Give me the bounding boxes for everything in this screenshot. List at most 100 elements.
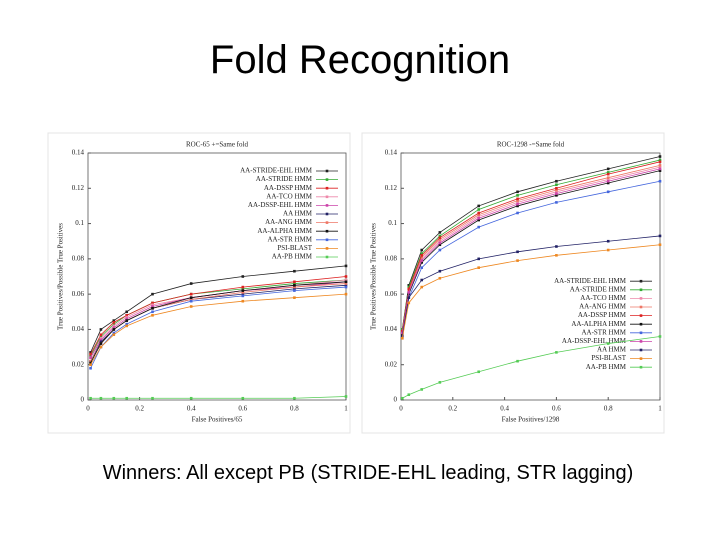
point-marker bbox=[189, 282, 193, 285]
y-tick-label: 0.04 bbox=[385, 325, 398, 333]
point-marker bbox=[99, 396, 103, 400]
point-marker bbox=[477, 211, 480, 215]
point-marker bbox=[241, 396, 245, 400]
point-marker bbox=[112, 326, 116, 329]
point-marker bbox=[89, 354, 92, 358]
point-marker bbox=[99, 345, 103, 349]
legend-label: AA-ALPHA HMM bbox=[571, 320, 626, 328]
point-marker bbox=[89, 356, 92, 359]
point-marker bbox=[420, 252, 424, 255]
legend-label: AA-PB HMM bbox=[272, 253, 313, 261]
point-marker bbox=[555, 186, 558, 190]
legend-marker bbox=[325, 221, 329, 224]
point-marker bbox=[293, 396, 296, 400]
point-marker bbox=[293, 287, 296, 291]
point-marker bbox=[555, 183, 558, 187]
point-marker bbox=[189, 298, 193, 301]
point-marker bbox=[606, 181, 610, 185]
point-marker bbox=[241, 294, 245, 298]
point-marker bbox=[344, 395, 348, 398]
y-tick-label: 0.12 bbox=[72, 184, 85, 192]
point-marker bbox=[400, 396, 404, 400]
point-marker bbox=[606, 172, 610, 176]
legend-label: AA-DSSP HMM bbox=[578, 311, 627, 319]
point-marker bbox=[516, 359, 519, 363]
point-marker bbox=[658, 164, 662, 167]
point-marker bbox=[151, 303, 154, 307]
point-marker bbox=[189, 292, 193, 296]
x-tick-label: 0.4 bbox=[500, 405, 509, 413]
legend-marker bbox=[639, 365, 643, 369]
y-tick-label: 0.02 bbox=[72, 360, 85, 368]
legend-marker bbox=[639, 314, 643, 317]
point-marker bbox=[438, 241, 442, 245]
legend-label: AA-ANG HMM bbox=[579, 303, 627, 311]
point-marker bbox=[477, 208, 480, 211]
legend-marker bbox=[639, 305, 643, 309]
point-marker bbox=[89, 366, 92, 370]
point-marker bbox=[606, 171, 610, 174]
point-marker bbox=[344, 264, 348, 268]
point-marker bbox=[658, 234, 662, 238]
legend-label: PSI-BLAST bbox=[277, 244, 312, 252]
point-marker bbox=[125, 324, 128, 328]
legend-label: AA-STRIDE HMM bbox=[256, 175, 313, 183]
point-marker bbox=[112, 321, 116, 324]
point-marker bbox=[420, 259, 424, 262]
point-marker bbox=[516, 259, 519, 262]
point-marker bbox=[658, 167, 662, 171]
legend-marker bbox=[325, 204, 329, 207]
x-tick-label: 0.6 bbox=[238, 405, 247, 413]
point-marker bbox=[658, 155, 662, 158]
legend-label: AA-STRIDE-EHL HMM bbox=[554, 277, 627, 285]
point-marker bbox=[420, 248, 424, 252]
point-marker bbox=[658, 165, 662, 169]
point-marker bbox=[420, 388, 424, 391]
point-marker bbox=[293, 296, 296, 299]
point-marker bbox=[99, 340, 103, 344]
point-marker bbox=[125, 322, 128, 326]
point-marker bbox=[606, 167, 610, 171]
point-marker bbox=[89, 363, 92, 367]
y-tick-label: 0.1 bbox=[388, 219, 397, 227]
point-marker bbox=[89, 351, 92, 354]
y-axis-label: True Positives/Possible True Positives bbox=[370, 223, 378, 330]
point-marker bbox=[658, 335, 662, 338]
y-tick-label: 0 bbox=[394, 396, 398, 404]
legend-marker bbox=[325, 178, 329, 181]
point-marker bbox=[112, 328, 116, 331]
point-marker bbox=[606, 342, 610, 345]
point-marker bbox=[293, 285, 296, 289]
point-marker bbox=[189, 396, 193, 400]
point-marker bbox=[241, 275, 245, 278]
point-marker bbox=[516, 202, 519, 206]
y-tick-label: 0.14 bbox=[385, 149, 398, 157]
point-marker bbox=[477, 213, 480, 217]
legend-label: AA-STR HMM bbox=[581, 328, 626, 336]
point-marker bbox=[438, 243, 442, 247]
point-marker bbox=[407, 285, 411, 289]
point-marker bbox=[477, 216, 480, 220]
y-tick-label: 0.1 bbox=[75, 219, 84, 227]
point-marker bbox=[344, 284, 348, 287]
x-tick-label: 0.2 bbox=[448, 405, 457, 413]
point-marker bbox=[293, 282, 296, 285]
legend-marker bbox=[325, 247, 329, 250]
point-marker bbox=[438, 234, 442, 238]
legend-marker bbox=[639, 297, 643, 300]
point-marker bbox=[293, 284, 296, 287]
y-tick-label: 0.06 bbox=[72, 290, 85, 298]
point-marker bbox=[125, 315, 128, 319]
x-axis-label: False Positives/65 bbox=[192, 416, 243, 424]
legend-marker bbox=[325, 169, 329, 173]
point-marker bbox=[151, 305, 154, 308]
point-marker bbox=[400, 336, 404, 340]
x-tick-label: 0 bbox=[86, 405, 90, 413]
point-marker bbox=[516, 204, 519, 208]
point-marker bbox=[407, 291, 411, 294]
point-marker bbox=[606, 190, 610, 194]
point-marker bbox=[477, 225, 480, 229]
point-marker bbox=[516, 194, 519, 197]
